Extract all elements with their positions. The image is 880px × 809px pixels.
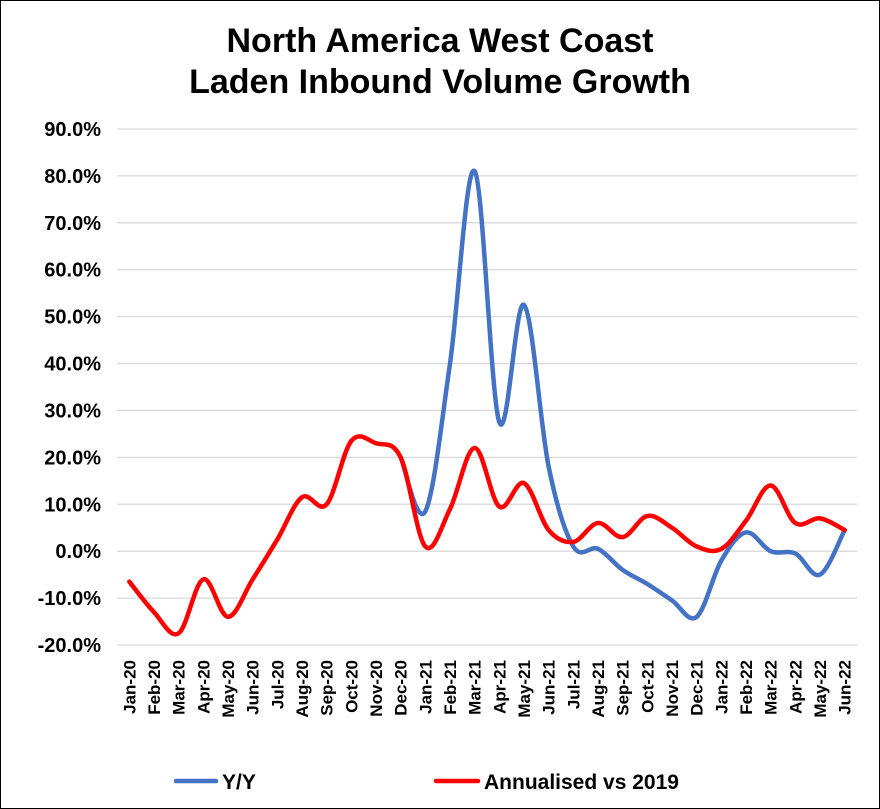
x-tick-label: Aug-20 [293,660,312,718]
series-lines [127,168,847,637]
y-tick-label: 90.0% [44,119,101,141]
chart-title-line-2: Laden Inbound Volume Growth [189,63,691,101]
series-line-yy [398,168,847,621]
y-tick-label: 50.0% [44,307,101,329]
x-tick-label: Dec-21 [688,660,707,716]
y-tick-label: 10.0% [44,494,101,516]
x-tick-label: Jun-22 [836,660,855,715]
x-tick-label: Apr-22 [786,660,805,714]
x-tick-label: May-22 [811,660,830,718]
x-tick-label: Jan-22 [712,660,731,714]
legend-label: Y/Y [222,771,256,794]
x-tick-label: Sep-21 [614,660,633,716]
x-tick-label: Nov-21 [663,660,682,717]
y-tick-label: 60.0% [44,260,101,282]
x-tick-label: Jun-20 [244,660,263,715]
y-tick-label: 70.0% [44,213,101,235]
x-tick-label: Mar-22 [762,660,781,715]
y-tick-label: -10.0% [38,588,102,610]
x-tick-label: Nov-20 [367,660,386,717]
x-tick-label: Jul-20 [268,660,287,709]
x-tick-label: Oct-21 [638,660,657,713]
x-tick-label: Oct-20 [342,660,361,713]
x-tick-label: Feb-22 [737,660,756,715]
x-tick-label: Jan-21 [416,660,435,714]
y-tick-label: 0.0% [55,541,101,563]
x-tick-label: Feb-20 [145,660,164,715]
x-tick-label: Apr-21 [490,660,509,714]
x-tick-label: Dec-20 [392,660,411,716]
x-tick-label: Feb-21 [441,660,460,715]
legend: Y/Y Annualised vs 2019 [173,771,679,794]
x-tick-label: Jun-21 [540,660,559,715]
series-line-annualised [127,434,847,637]
x-tick-label: Aug-21 [589,660,608,718]
x-tick-label: May-20 [219,660,238,718]
chart-title: North America West Coast Laden Inbound V… [189,22,691,101]
x-tick-label: Apr-20 [194,660,213,714]
y-tick-label: 30.0% [44,400,101,422]
y-tick-label: 40.0% [44,354,101,376]
gridlines [117,128,857,646]
y-axis-ticks: 90.0% 80.0% 70.0% 60.0% 50.0% 40.0% 30.0% 20.0%… [38,119,102,657]
x-tick-label: Sep-20 [318,660,337,716]
y-tick-label: 80.0% [44,166,101,188]
x-tick-label: Jul-21 [564,660,583,709]
y-tick-label: 20.0% [44,447,101,469]
x-tick-label: Mar-21 [466,660,485,715]
legend-label: Annualised vs 2019 [484,771,679,794]
x-tick-label: Jan-20 [120,660,139,714]
x-axis-ticks: Jan-20 Feb-20 Mar-20 Apr-20 May-20 Jun-20 Jul-… [120,660,854,718]
x-tick-label: Mar-20 [170,660,189,715]
y-tick-label: -20.0% [38,635,102,657]
x-tick-label: May-21 [515,660,534,718]
chart-title-line-1: North America West Coast [227,22,654,60]
